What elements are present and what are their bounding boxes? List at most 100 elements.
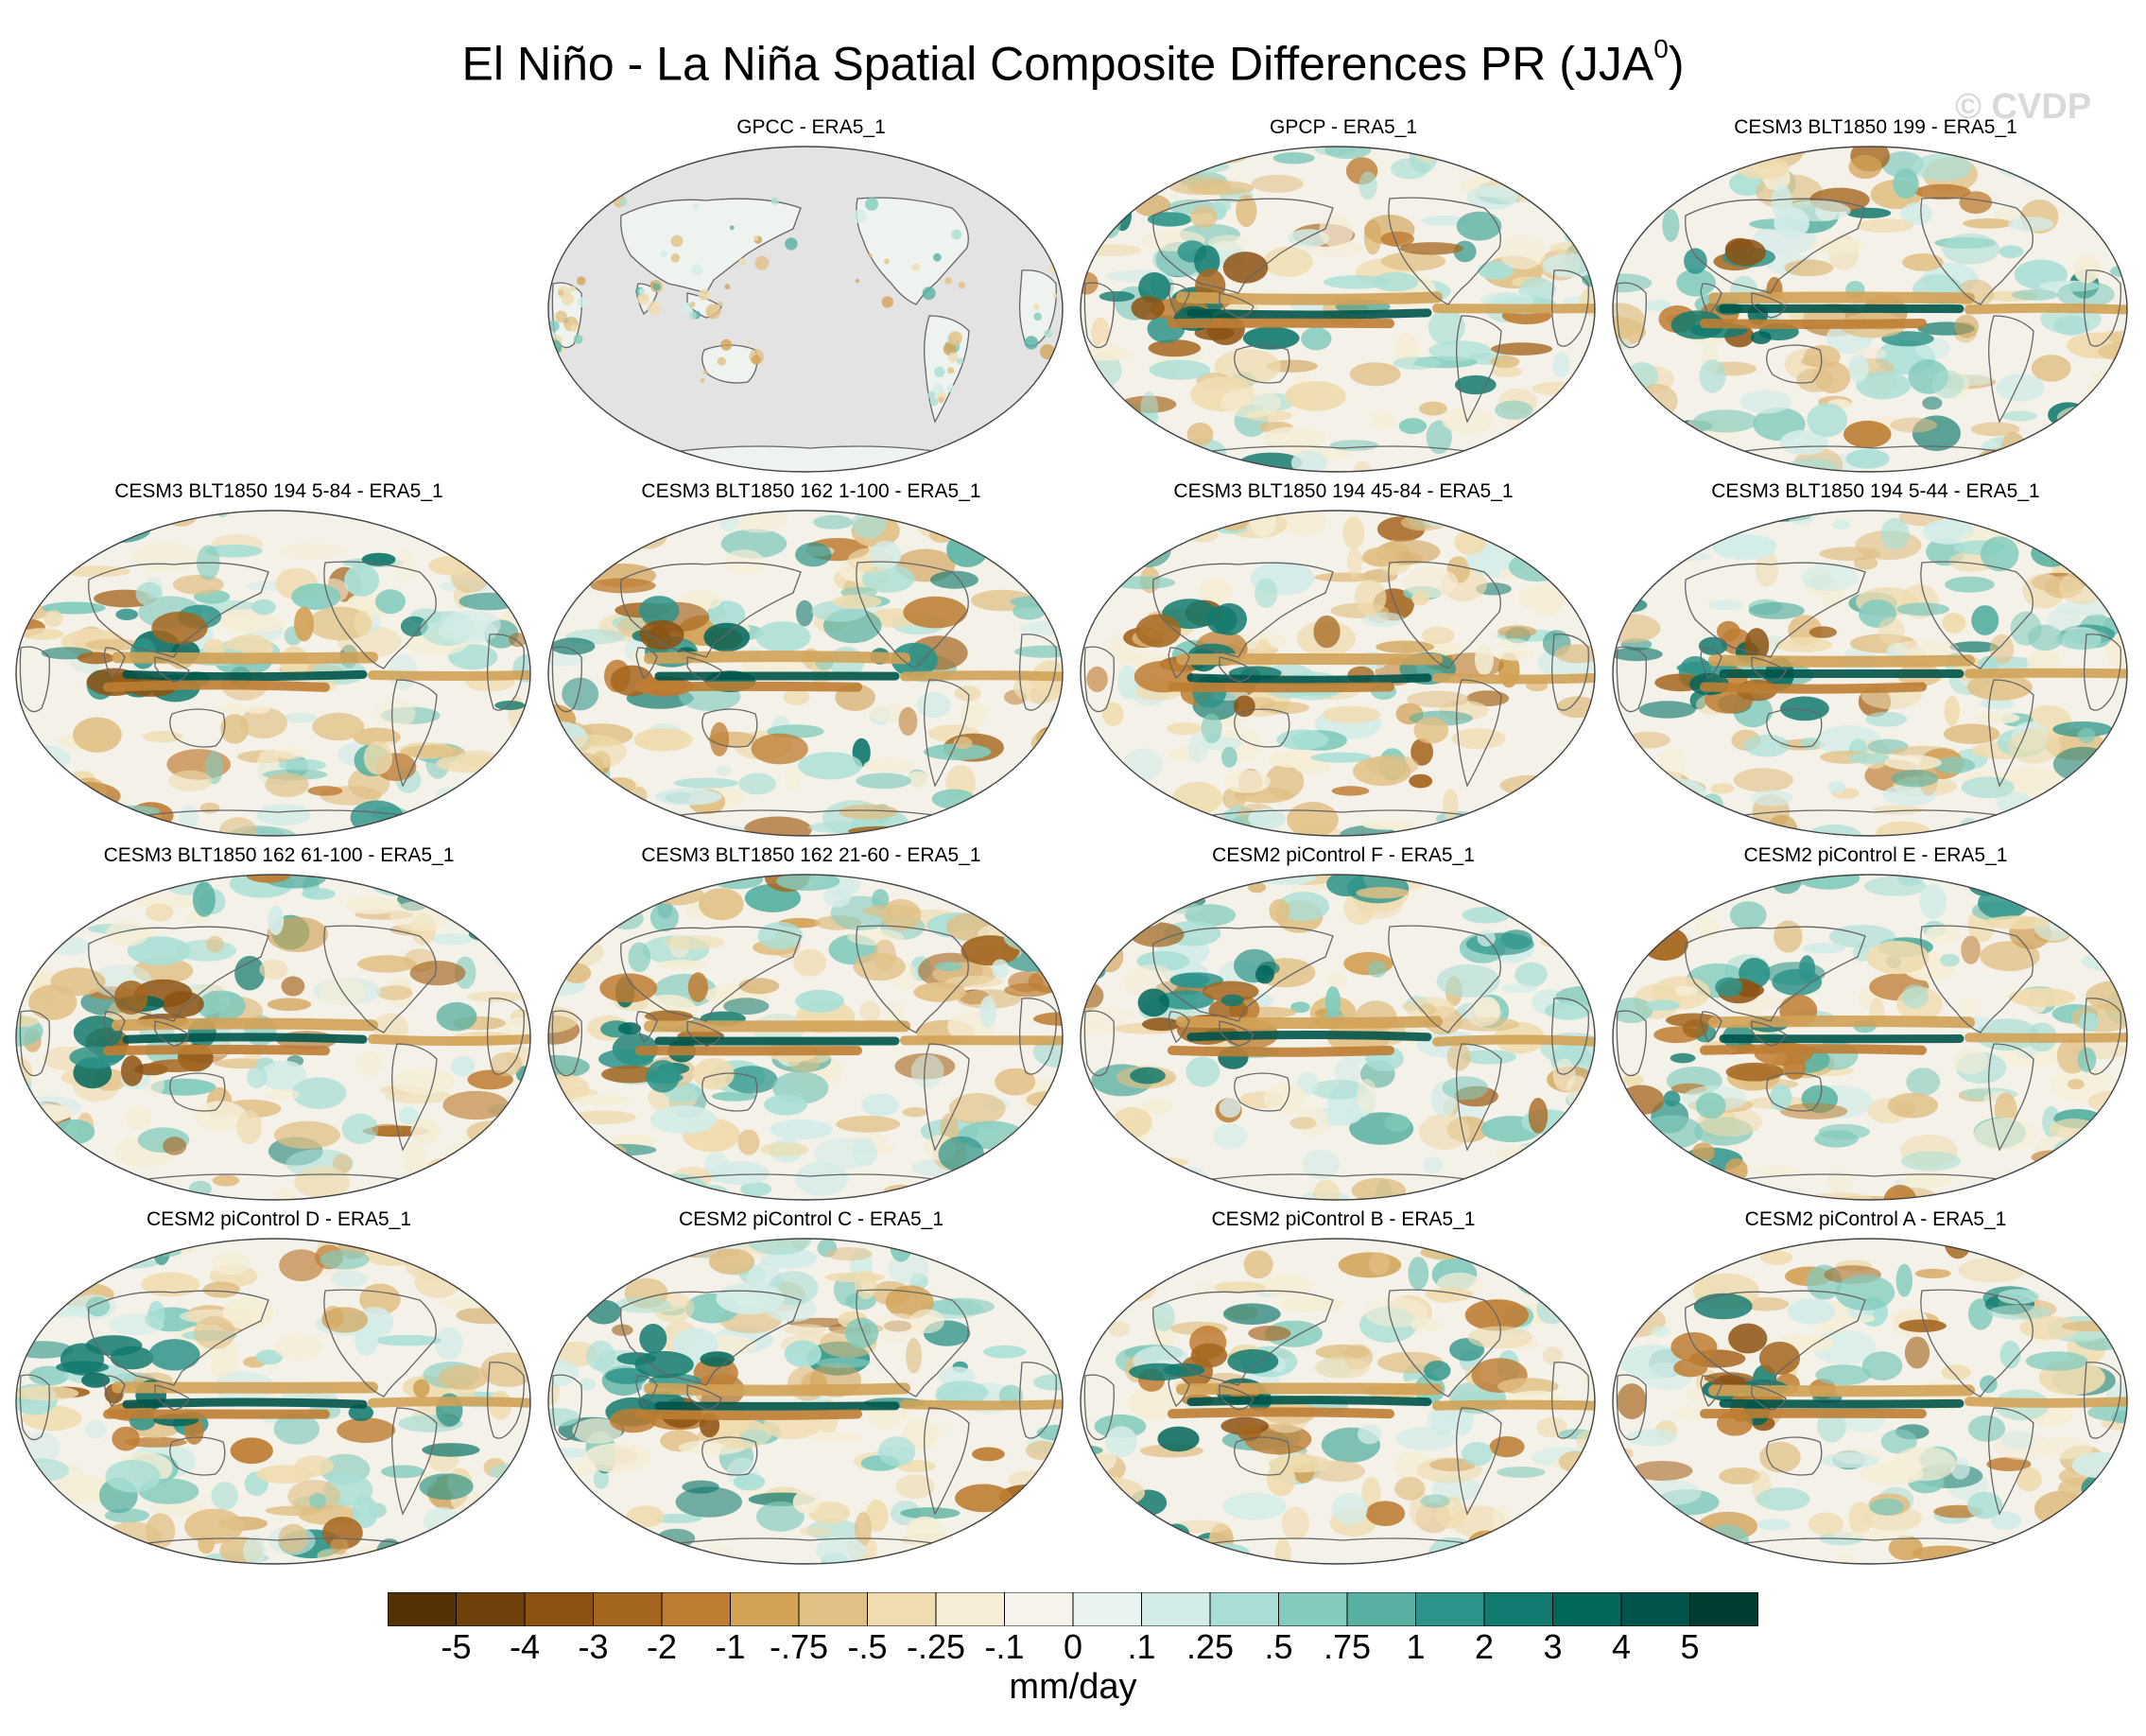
land-anomaly: [558, 289, 564, 296]
anomaly-blob: [1081, 751, 1117, 777]
equatorial-band: [122, 1397, 368, 1409]
anomaly-blob: [2057, 281, 2115, 308]
anomaly-blob: [1081, 1143, 1125, 1169]
warm-pool-blob: [605, 1367, 649, 1384]
anomaly-blob: [2080, 817, 2127, 829]
anomaly-blob: [50, 967, 106, 997]
anomaly-blob: [1943, 723, 2000, 744]
anomaly-blob: [1695, 915, 1720, 940]
panel-title: CESM3 BLT1850 162 1-100 - ERA5_1: [641, 480, 981, 502]
anomaly-blob: [2057, 1256, 2080, 1292]
coastline-india: [635, 1011, 658, 1043]
land-anomaly: [852, 209, 866, 223]
coastline-africa-west: [1083, 1374, 1115, 1441]
warm-pool-blob: [1237, 1422, 1261, 1442]
anomaly-blob: [486, 538, 530, 566]
land-anomaly: [619, 198, 628, 207]
anomaly-blob: [658, 960, 705, 970]
anomaly-blob: [511, 822, 530, 832]
anomaly-blob: [1949, 641, 1999, 653]
anomaly-blob: [1087, 1536, 1120, 1549]
map-panel-svg: [15, 874, 531, 1201]
anomaly-blob: [983, 1345, 1027, 1359]
map-panel-svg: [547, 146, 1064, 473]
anomaly-blob: [506, 735, 530, 771]
anomaly-blob: [1865, 711, 1908, 727]
coastline-africa: [1018, 634, 1057, 711]
equatorial-band: [1964, 1033, 2127, 1043]
anomaly-blob: [330, 1270, 368, 1288]
warm-pool-blob: [601, 1066, 660, 1084]
anomaly-blob: [1084, 156, 1144, 183]
anomaly-blob: [1787, 1298, 1835, 1325]
anomaly-blob: [1902, 253, 1944, 271]
coastline-seasia: [1219, 292, 1255, 319]
colorbar-label: -4: [509, 1627, 541, 1666]
anomaly-blob: [419, 1473, 474, 1501]
anomaly-blob: [493, 768, 530, 780]
anomaly-blob: [2009, 766, 2062, 790]
panel-title: CESM3 BLT1850 194 5-84 - ERA5_1: [114, 480, 443, 502]
anomaly-blob: [1961, 776, 2015, 799]
anomaly-blob: [1472, 1239, 1497, 1259]
anomaly-blob: [1458, 147, 1524, 155]
globe-outline: [547, 146, 1064, 473]
anomaly-blob: [844, 1317, 879, 1348]
anomaly-blob: [1081, 375, 1108, 409]
anomaly-blob: [784, 765, 801, 791]
land-anomaly: [570, 323, 579, 332]
map-panel-svg: [547, 1238, 1064, 1565]
anomaly-blob: [197, 990, 246, 1022]
anomaly-blob: [2113, 382, 2127, 408]
anomaly-blob: [959, 807, 1001, 827]
anomaly-blob: [1475, 643, 1494, 676]
anomaly-blob: [1185, 1056, 1220, 1087]
equatorial-band: [1719, 1398, 1964, 1409]
anomaly-blob: [1942, 613, 1966, 634]
anomaly-blob: [234, 955, 266, 991]
coastline-australia: [701, 708, 758, 748]
anomaly-blob: [755, 621, 811, 652]
anomaly-blob: [1613, 897, 1664, 911]
warm-pool-blob: [1255, 964, 1274, 984]
anomaly-blob: [1613, 647, 1663, 662]
anomaly-blob: [345, 895, 401, 914]
anomaly-blob: [1447, 1554, 1497, 1564]
anomaly-blob: [1081, 777, 1141, 802]
map-field: [1081, 875, 1595, 1200]
equatorial-band: [1700, 319, 1927, 330]
anomaly-blob: [1141, 889, 1175, 914]
anomaly-blob: [155, 1559, 184, 1564]
anomaly-blob: [1155, 1183, 1217, 1193]
map-panel-svg: [15, 510, 531, 837]
anomaly-blob: [1618, 1085, 1665, 1116]
anomaly-blob: [131, 541, 199, 573]
land-anomaly: [933, 252, 942, 262]
land-anomaly: [884, 258, 890, 265]
anomaly-blob: [199, 802, 220, 814]
anomaly-blob: [1848, 354, 1869, 383]
anomaly-blob: [983, 806, 1009, 834]
anomaly-blob: [1462, 907, 1511, 924]
land-anomaly: [689, 312, 697, 320]
globe-outline: [547, 874, 1064, 1201]
equatorial-band: [1186, 673, 1432, 685]
anomaly-blob: [454, 1239, 487, 1252]
anomaly-blob: [243, 1536, 267, 1564]
coastline-seasia: [1219, 656, 1255, 683]
anomaly-blob: [1709, 807, 1732, 825]
colorbar-label: .25: [1185, 1627, 1235, 1666]
anomaly-blob: [436, 1001, 477, 1032]
land-anomaly: [1033, 312, 1042, 321]
anomaly-blob: [31, 1104, 74, 1121]
anomaly-blob: [1730, 1555, 1747, 1564]
anomaly-blob: [1413, 717, 1449, 744]
anomaly-blob: [1912, 1545, 1975, 1562]
anomaly-blob: [674, 777, 738, 789]
colorbar-box-1: [456, 1592, 526, 1626]
anomaly-blob: [1999, 1340, 2021, 1369]
anomaly-blob: [2024, 432, 2057, 456]
anomaly-blob: [900, 1507, 961, 1519]
anomaly-blob: [2052, 816, 2091, 832]
anomaly-blob: [972, 1447, 1005, 1462]
